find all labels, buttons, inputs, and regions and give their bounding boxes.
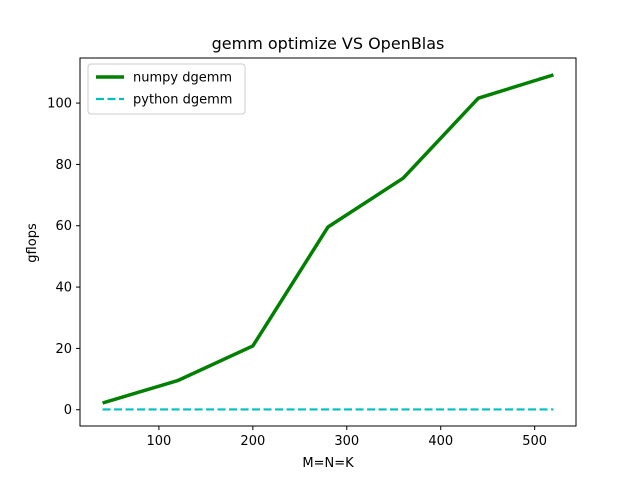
x-tick-label: 400 [428, 434, 453, 449]
y-tick-label: 60 [55, 219, 72, 234]
y-tick-label: 40 [55, 281, 72, 296]
y-tick-label: 80 [55, 158, 72, 173]
y-tick-label: 20 [55, 342, 72, 357]
x-tick-label: 500 [522, 434, 547, 449]
y-tick-label: 100 [47, 97, 72, 112]
legend-label-2: python dgemm [133, 93, 232, 108]
y-axis-label: gflops [25, 223, 40, 263]
legend: numpy dgemm python dgemm [87, 63, 246, 115]
legend-label-1: numpy dgemm [133, 71, 232, 86]
plot-area: 100 200 300 400 500 0 20 40 60 80 100 [47, 57, 577, 449]
axes-frame [79, 57, 577, 427]
x-tick-label: 300 [334, 434, 359, 449]
legend-box [87, 63, 246, 115]
series-line-1 [102, 73, 554, 405]
y-tick-label: 0 [64, 403, 72, 418]
x-tick-label: 200 [240, 434, 265, 449]
chart-title: gemm optimize VS OpenBlas [212, 34, 445, 53]
x-axis-label: M=N=K [302, 456, 354, 471]
x-tick-label: 100 [146, 434, 171, 449]
